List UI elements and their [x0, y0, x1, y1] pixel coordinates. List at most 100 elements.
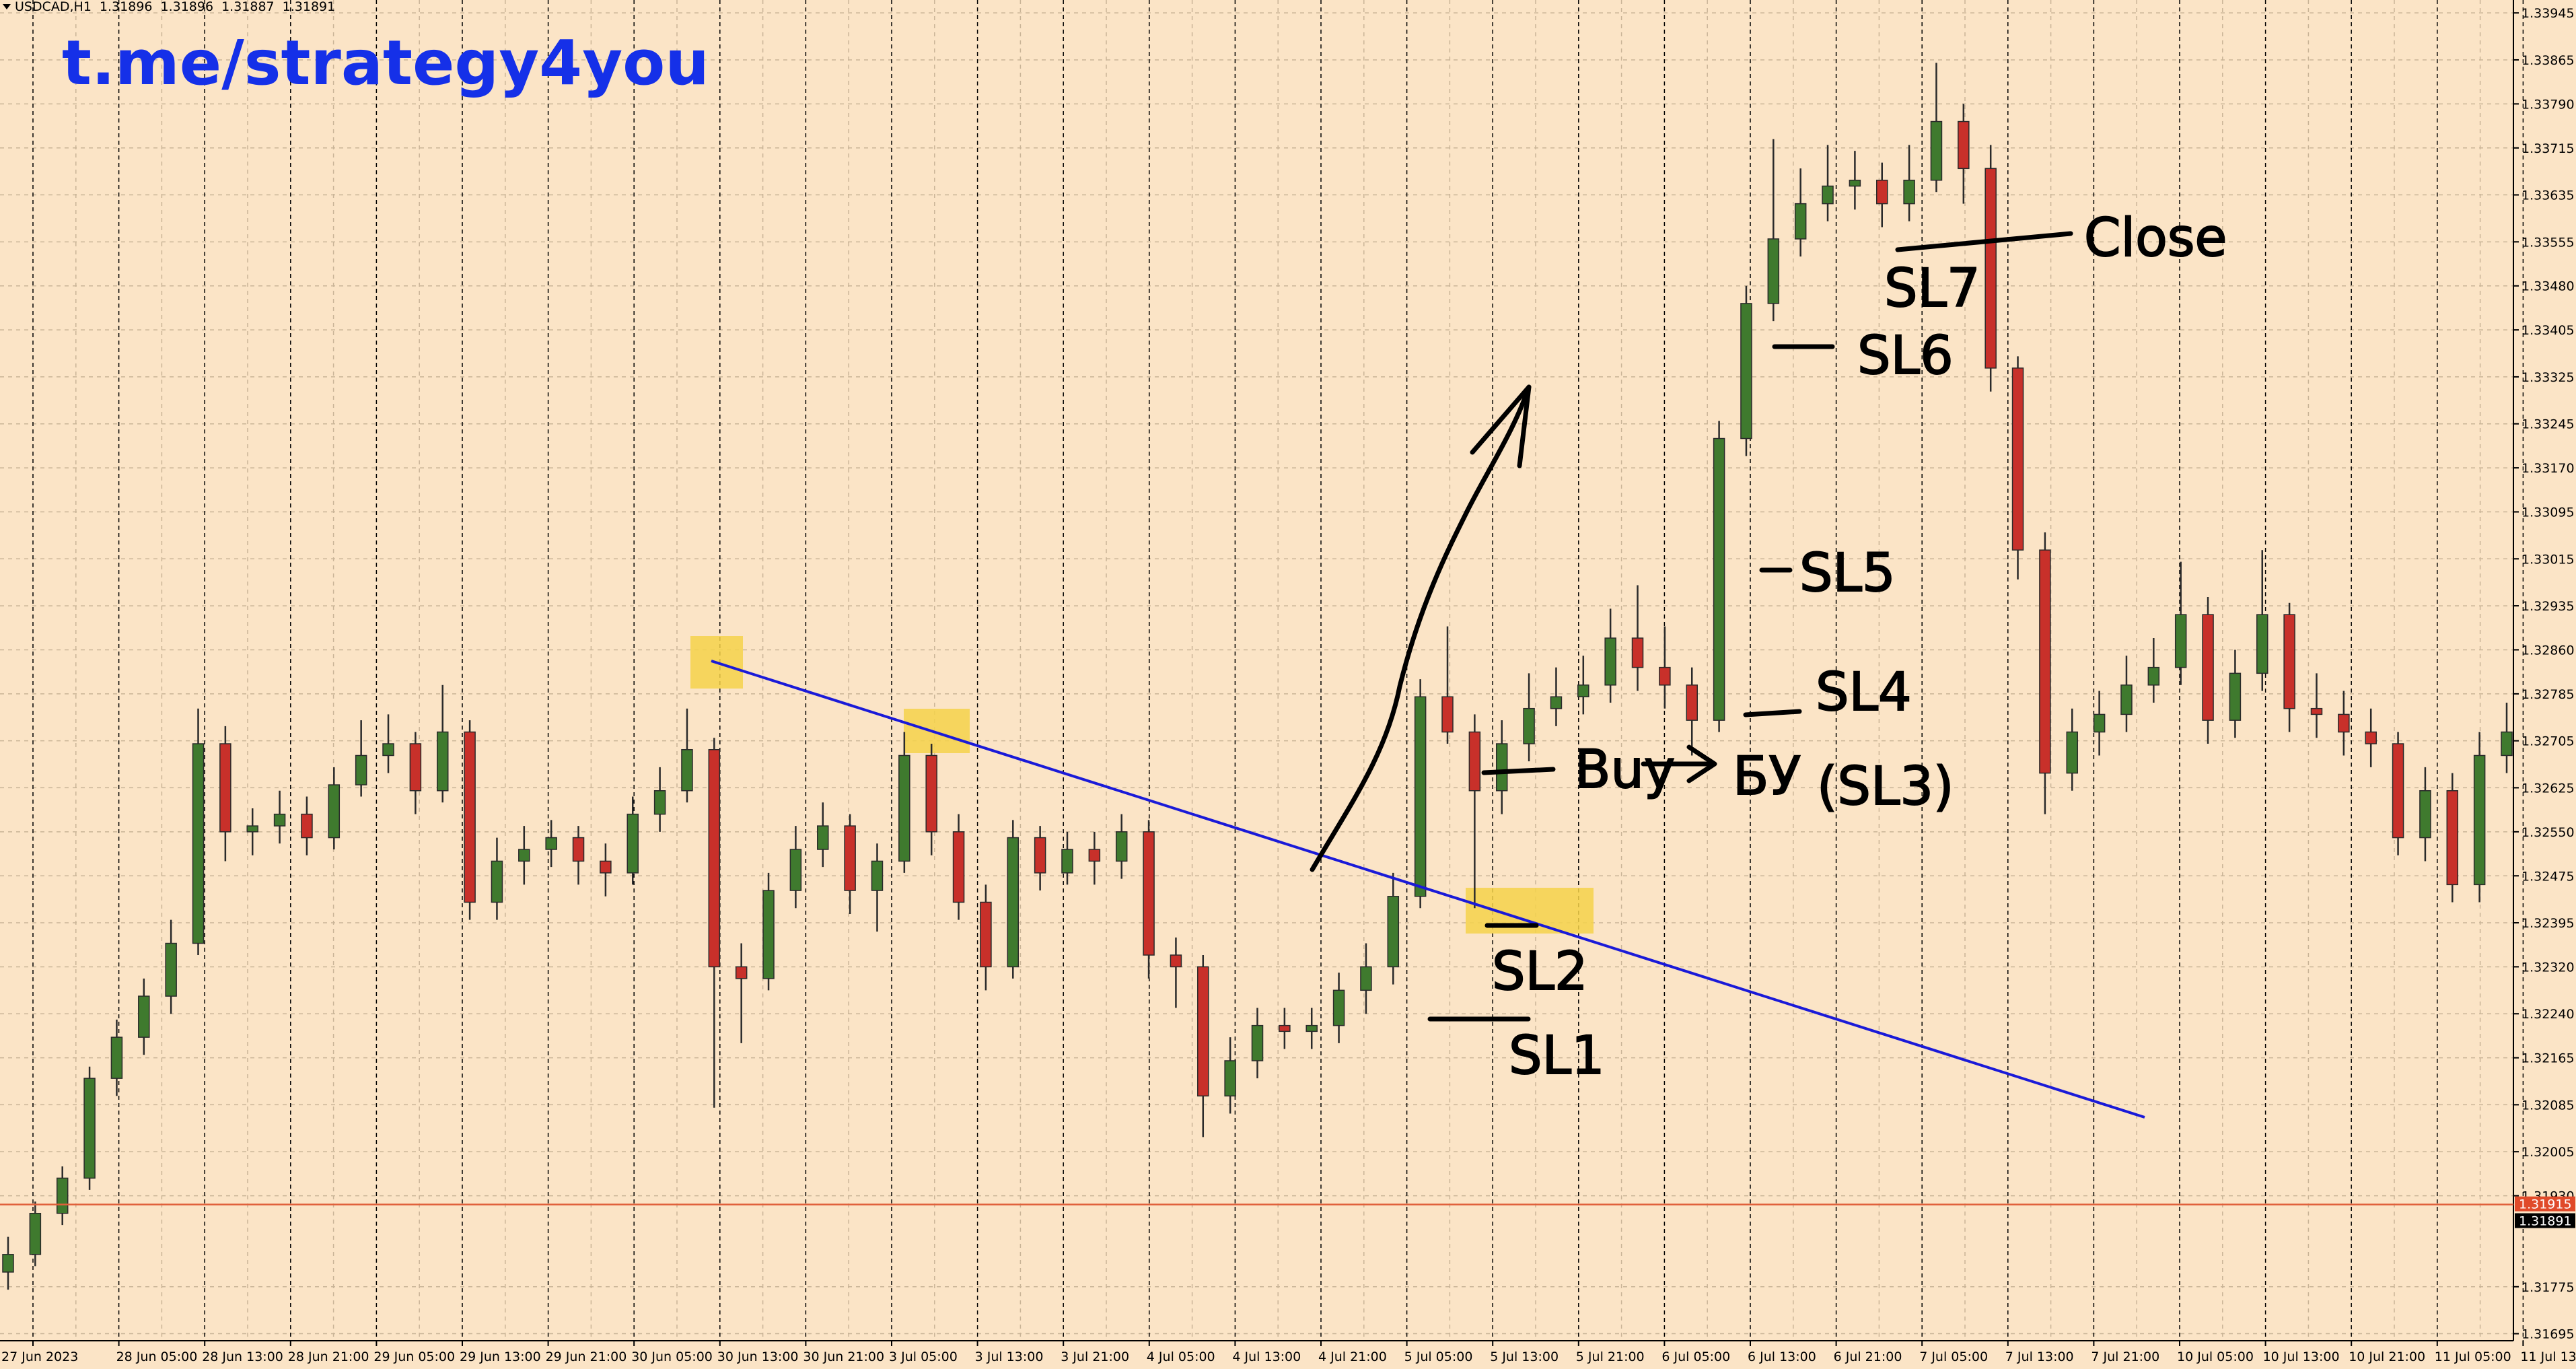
candle-body [1332, 989, 1345, 1026]
last-label: 1.31891 [2519, 1214, 2572, 1229]
candles [2, 63, 2513, 1290]
candle-body [56, 1177, 69, 1214]
candle-body [165, 942, 177, 997]
ask-label-box [2515, 1196, 2575, 1212]
candle-body [817, 825, 829, 850]
candle-body [1958, 120, 1970, 170]
y-tick-label: 1.31695 [2521, 1327, 2575, 1342]
candle-body [464, 731, 476, 903]
x-tick-label: 30 Jun 13:00 [717, 1349, 799, 1364]
candle-body [246, 825, 258, 833]
candle-body [2, 1254, 14, 1273]
trend-line [711, 660, 2145, 1119]
candle-body [1088, 849, 1101, 862]
header-price: 1.31896 [100, 0, 153, 14]
header-price: 1.31887 [221, 0, 275, 14]
y-tick-label: 1.33170 [2521, 461, 2575, 476]
x-tick-label: 7 Jul 05:00 [1919, 1349, 1988, 1364]
y-tick-label: 1.32395 [2521, 916, 2575, 931]
arrow-right [1641, 744, 1717, 783]
candle-body [708, 748, 721, 968]
candle-body [1631, 637, 1644, 668]
y-tick-label: 1.32625 [2521, 781, 2575, 796]
y-tick-label: 1.33865 [2521, 53, 2575, 68]
x-tick-label: 4 Jul 13:00 [1232, 1349, 1301, 1364]
y-tick-label: 1.33325 [2521, 370, 2575, 385]
x-tick-label: 6 Jul 21:00 [1834, 1349, 1902, 1364]
header-price: 1.31896 [161, 0, 214, 14]
candle-body [2256, 614, 2268, 674]
y-tick-label: 1.33480 [2521, 279, 2575, 294]
candle-body [980, 901, 992, 968]
annotation: SL4 [1816, 662, 1912, 723]
candle-body [1903, 180, 1915, 205]
y-tick-label: 1.33555 [2521, 235, 2575, 250]
annotation: SL1 [1509, 1026, 1605, 1086]
x-tick-label: 6 Jul 13:00 [1748, 1349, 1816, 1364]
candle-body [518, 849, 530, 862]
y-tick-label: 1.32240 [2521, 1007, 2575, 1022]
candle-body [409, 743, 422, 792]
x-tick-label: 3 Jul 13:00 [975, 1349, 1044, 1364]
x-tick-label: 7 Jul 13:00 [2005, 1349, 2074, 1364]
chart-header: USDCAD,H1 1.31896 1.31896 1.31887 1.31891 [15, 0, 335, 14]
x-tick-label: 28 Jun 05:00 [116, 1349, 198, 1364]
candle-body [2039, 549, 2051, 774]
y-tick-label: 1.32475 [2521, 869, 2575, 884]
x-tick-label: 5 Jul 05:00 [1404, 1349, 1473, 1364]
candle-body [1224, 1060, 1236, 1097]
y-tick-label: 1.32705 [2521, 734, 2575, 749]
candle-body [1876, 180, 1888, 205]
candle-body [2338, 713, 2350, 733]
x-tick-label: 4 Jul 05:00 [1147, 1349, 1215, 1364]
candle-body [600, 860, 612, 874]
candle-body [1414, 696, 1427, 897]
candle-body [2174, 614, 2187, 668]
x-tick-label: 3 Jul 05:00 [889, 1349, 958, 1364]
arrow-up [1310, 384, 1532, 872]
candle-body [2283, 614, 2295, 709]
candle-body [110, 1037, 123, 1079]
candle-body [1604, 637, 1616, 686]
candle-body [301, 813, 313, 839]
candle-body [627, 813, 639, 874]
y-tick-label: 1.33790 [2521, 97, 2575, 112]
candle-body [952, 831, 965, 903]
y-tick-label: 1.33635 [2521, 188, 2575, 203]
candle-body [545, 837, 557, 850]
candle-body [1930, 120, 1943, 181]
candle-body [1387, 896, 1400, 968]
candle-body [1577, 684, 1589, 697]
candle-body [762, 890, 775, 979]
candle-body [1686, 684, 1698, 721]
candle-body [1061, 849, 1073, 874]
x-tick-label: 28 Jun 13:00 [202, 1349, 283, 1364]
x-tick-label: 10 Jul 13:00 [2263, 1349, 2340, 1364]
x-tick-label: 11 Jul 13:00 [2520, 1349, 2576, 1364]
y-tick-label: 1.33095 [2521, 505, 2575, 520]
arrow-head [1470, 384, 1532, 468]
candle-body [1305, 1024, 1318, 1032]
y-tick-label: 1.32860 [2521, 643, 2575, 658]
candle-body [1495, 743, 1508, 792]
watermark: t.me/strategy4you [62, 27, 709, 99]
x-tick-label: 30 Jun 21:00 [803, 1349, 884, 1364]
x-tick-label: 4 Jul 21:00 [1318, 1349, 1387, 1364]
candle-body [29, 1212, 42, 1255]
symbol: USDCAD,H1 [15, 0, 92, 14]
menu-triangle[interactable] [3, 4, 11, 9]
highlight-zone [904, 709, 970, 753]
annotation: Close [2084, 208, 2227, 269]
candle-body [1849, 180, 1861, 187]
candle-body [844, 825, 856, 891]
candle-body [1659, 666, 1671, 686]
candle-body [1523, 707, 1535, 744]
candle-body [2473, 754, 2486, 886]
candle-body [328, 784, 341, 839]
candle-body [2147, 666, 2160, 686]
y-tick-label: 1.33715 [2521, 141, 2575, 156]
candle-body [1984, 168, 1997, 369]
x-tick-label: 30 Jun 05:00 [631, 1349, 713, 1364]
